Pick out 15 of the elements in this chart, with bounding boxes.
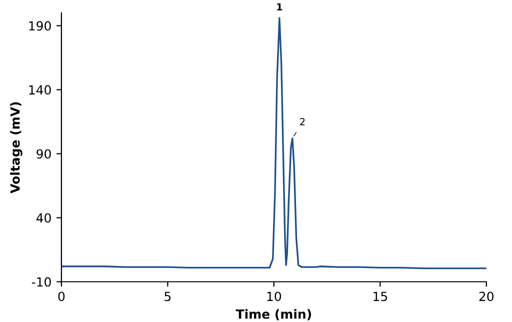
- x-axis-title: Time (min): [236, 309, 311, 320]
- y-tick-label: 140: [29, 85, 51, 95]
- annotation: 1: [277, 3, 282, 10]
- y-tick-label: 190: [29, 21, 51, 31]
- x-tick-label: 5: [164, 292, 171, 302]
- y-tick-label: 90: [36, 149, 51, 159]
- line-series: [61, 17, 486, 270]
- y-tick-label: -10: [32, 277, 51, 287]
- x-tick-label: 0: [58, 292, 65, 302]
- x-tick-label: 15: [374, 292, 388, 302]
- x-tick-label: 10: [267, 292, 282, 302]
- y-tick-label: 40: [36, 213, 51, 223]
- x-tick-label: 20: [479, 292, 494, 302]
- annotation: 2: [300, 118, 305, 126]
- y-axis-title: Voltage (mV): [10, 102, 22, 194]
